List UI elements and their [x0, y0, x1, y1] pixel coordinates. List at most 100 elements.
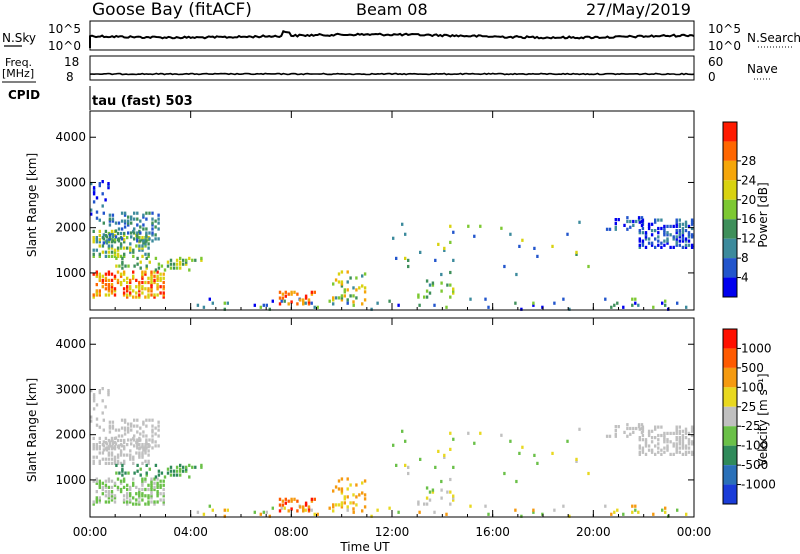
echo-cell	[133, 211, 136, 215]
echo-cell	[113, 248, 117, 252]
x-tick-label: 16:00	[475, 525, 510, 539]
echo-cell	[253, 303, 256, 307]
echo-cell	[182, 465, 185, 469]
echo-cell	[98, 445, 101, 449]
echo-cell	[150, 276, 153, 280]
echo-cell	[156, 483, 159, 487]
echo-cell	[346, 280, 349, 284]
echo-cell	[123, 420, 127, 424]
echo-cell	[98, 496, 101, 500]
echo-cell	[687, 235, 691, 239]
echo-cell	[122, 293, 126, 297]
echo-cell	[638, 243, 641, 247]
echo-cell	[296, 292, 299, 296]
echo-cell	[98, 391, 101, 395]
echo-cell	[113, 494, 117, 498]
time-axis-label: Time UT	[339, 540, 390, 554]
echo-cell	[107, 283, 111, 287]
echo-cell	[185, 469, 188, 473]
echo-cell	[313, 305, 316, 309]
echo-cell	[138, 283, 141, 287]
echo-cell	[280, 299, 283, 303]
echo-cell	[361, 302, 364, 306]
echo-cell	[663, 438, 666, 442]
echo-cell	[126, 293, 129, 297]
echo-cell	[107, 490, 111, 494]
echo-cell	[503, 264, 506, 269]
echo-cell	[145, 446, 148, 450]
y-tick-label: 4000	[55, 337, 86, 351]
echo-cell	[666, 431, 669, 435]
echo-cell	[111, 442, 115, 446]
power-panel: 1000 2000 3000 4000 Slant Range [km] 4 8 12 16…	[25, 110, 770, 311]
echo-cell	[162, 494, 165, 498]
echo-cell	[141, 443, 144, 447]
echo-cell	[562, 504, 565, 508]
echo-cell	[108, 426, 112, 430]
echo-cell	[169, 262, 173, 266]
echo-cell	[211, 508, 214, 512]
echo-cell	[95, 498, 98, 502]
echo-cell	[113, 483, 117, 487]
echo-cell	[562, 297, 565, 301]
echo-cell	[142, 446, 145, 450]
echo-cell	[259, 305, 262, 309]
echo-cell	[156, 285, 159, 289]
echo-cell	[107, 389, 110, 393]
echo-cell	[144, 459, 147, 463]
echo-cell	[101, 387, 104, 391]
echo-cell	[135, 278, 138, 282]
echo-cell	[138, 494, 141, 498]
echo-cell	[675, 237, 678, 241]
echo-cell	[136, 442, 139, 446]
echo-cell	[156, 293, 159, 297]
echo-cell	[675, 427, 678, 431]
echo-cell	[185, 467, 188, 471]
echo-cell	[129, 498, 132, 502]
echo-cell	[101, 278, 104, 282]
echo-cell	[121, 473, 124, 477]
echo-cell	[440, 488, 443, 492]
echo-cell	[116, 453, 120, 457]
nsky-tick-bottom: 10^0	[48, 39, 81, 53]
echo-cell	[669, 224, 672, 228]
echo-cell	[650, 229, 654, 233]
echo-cell	[130, 438, 133, 442]
echo-cell	[614, 225, 617, 229]
echo-cell	[307, 507, 311, 511]
power-cbar-label: Power [dB]	[756, 182, 770, 247]
colorbar-tick-label: -25	[741, 419, 761, 433]
echo-cell	[136, 235, 139, 239]
echo-cell	[162, 479, 165, 483]
echo-cell	[654, 220, 657, 224]
echo-cell	[515, 272, 518, 277]
echo-cell	[363, 290, 367, 294]
echo-cell	[675, 438, 678, 442]
echo-cell	[515, 479, 518, 484]
echo-cell	[370, 514, 373, 518]
echo-cell	[133, 438, 136, 442]
echo-cell	[107, 278, 111, 282]
colorbar-tick-label: 24	[741, 173, 756, 187]
echo-cell	[92, 192, 96, 196]
echo-cell	[431, 283, 435, 287]
echo-cell	[144, 270, 147, 274]
echo-cell	[675, 425, 678, 429]
echo-cell	[138, 496, 141, 500]
echo-cell	[684, 222, 688, 226]
echo-cell	[126, 285, 129, 289]
echo-cell	[304, 501, 308, 505]
echo-cell	[113, 293, 117, 297]
echo-cell	[166, 467, 170, 471]
echo-cell	[139, 219, 142, 223]
echo-cell	[661, 301, 664, 305]
echo-cell	[105, 446, 108, 450]
echo-cell	[690, 429, 694, 433]
echo-cell	[666, 241, 669, 245]
echo-cell	[640, 216, 644, 220]
echo-cell	[141, 272, 144, 276]
echo-cell	[145, 227, 148, 231]
colorbar-segment	[723, 219, 737, 239]
echo-cell	[638, 446, 641, 450]
